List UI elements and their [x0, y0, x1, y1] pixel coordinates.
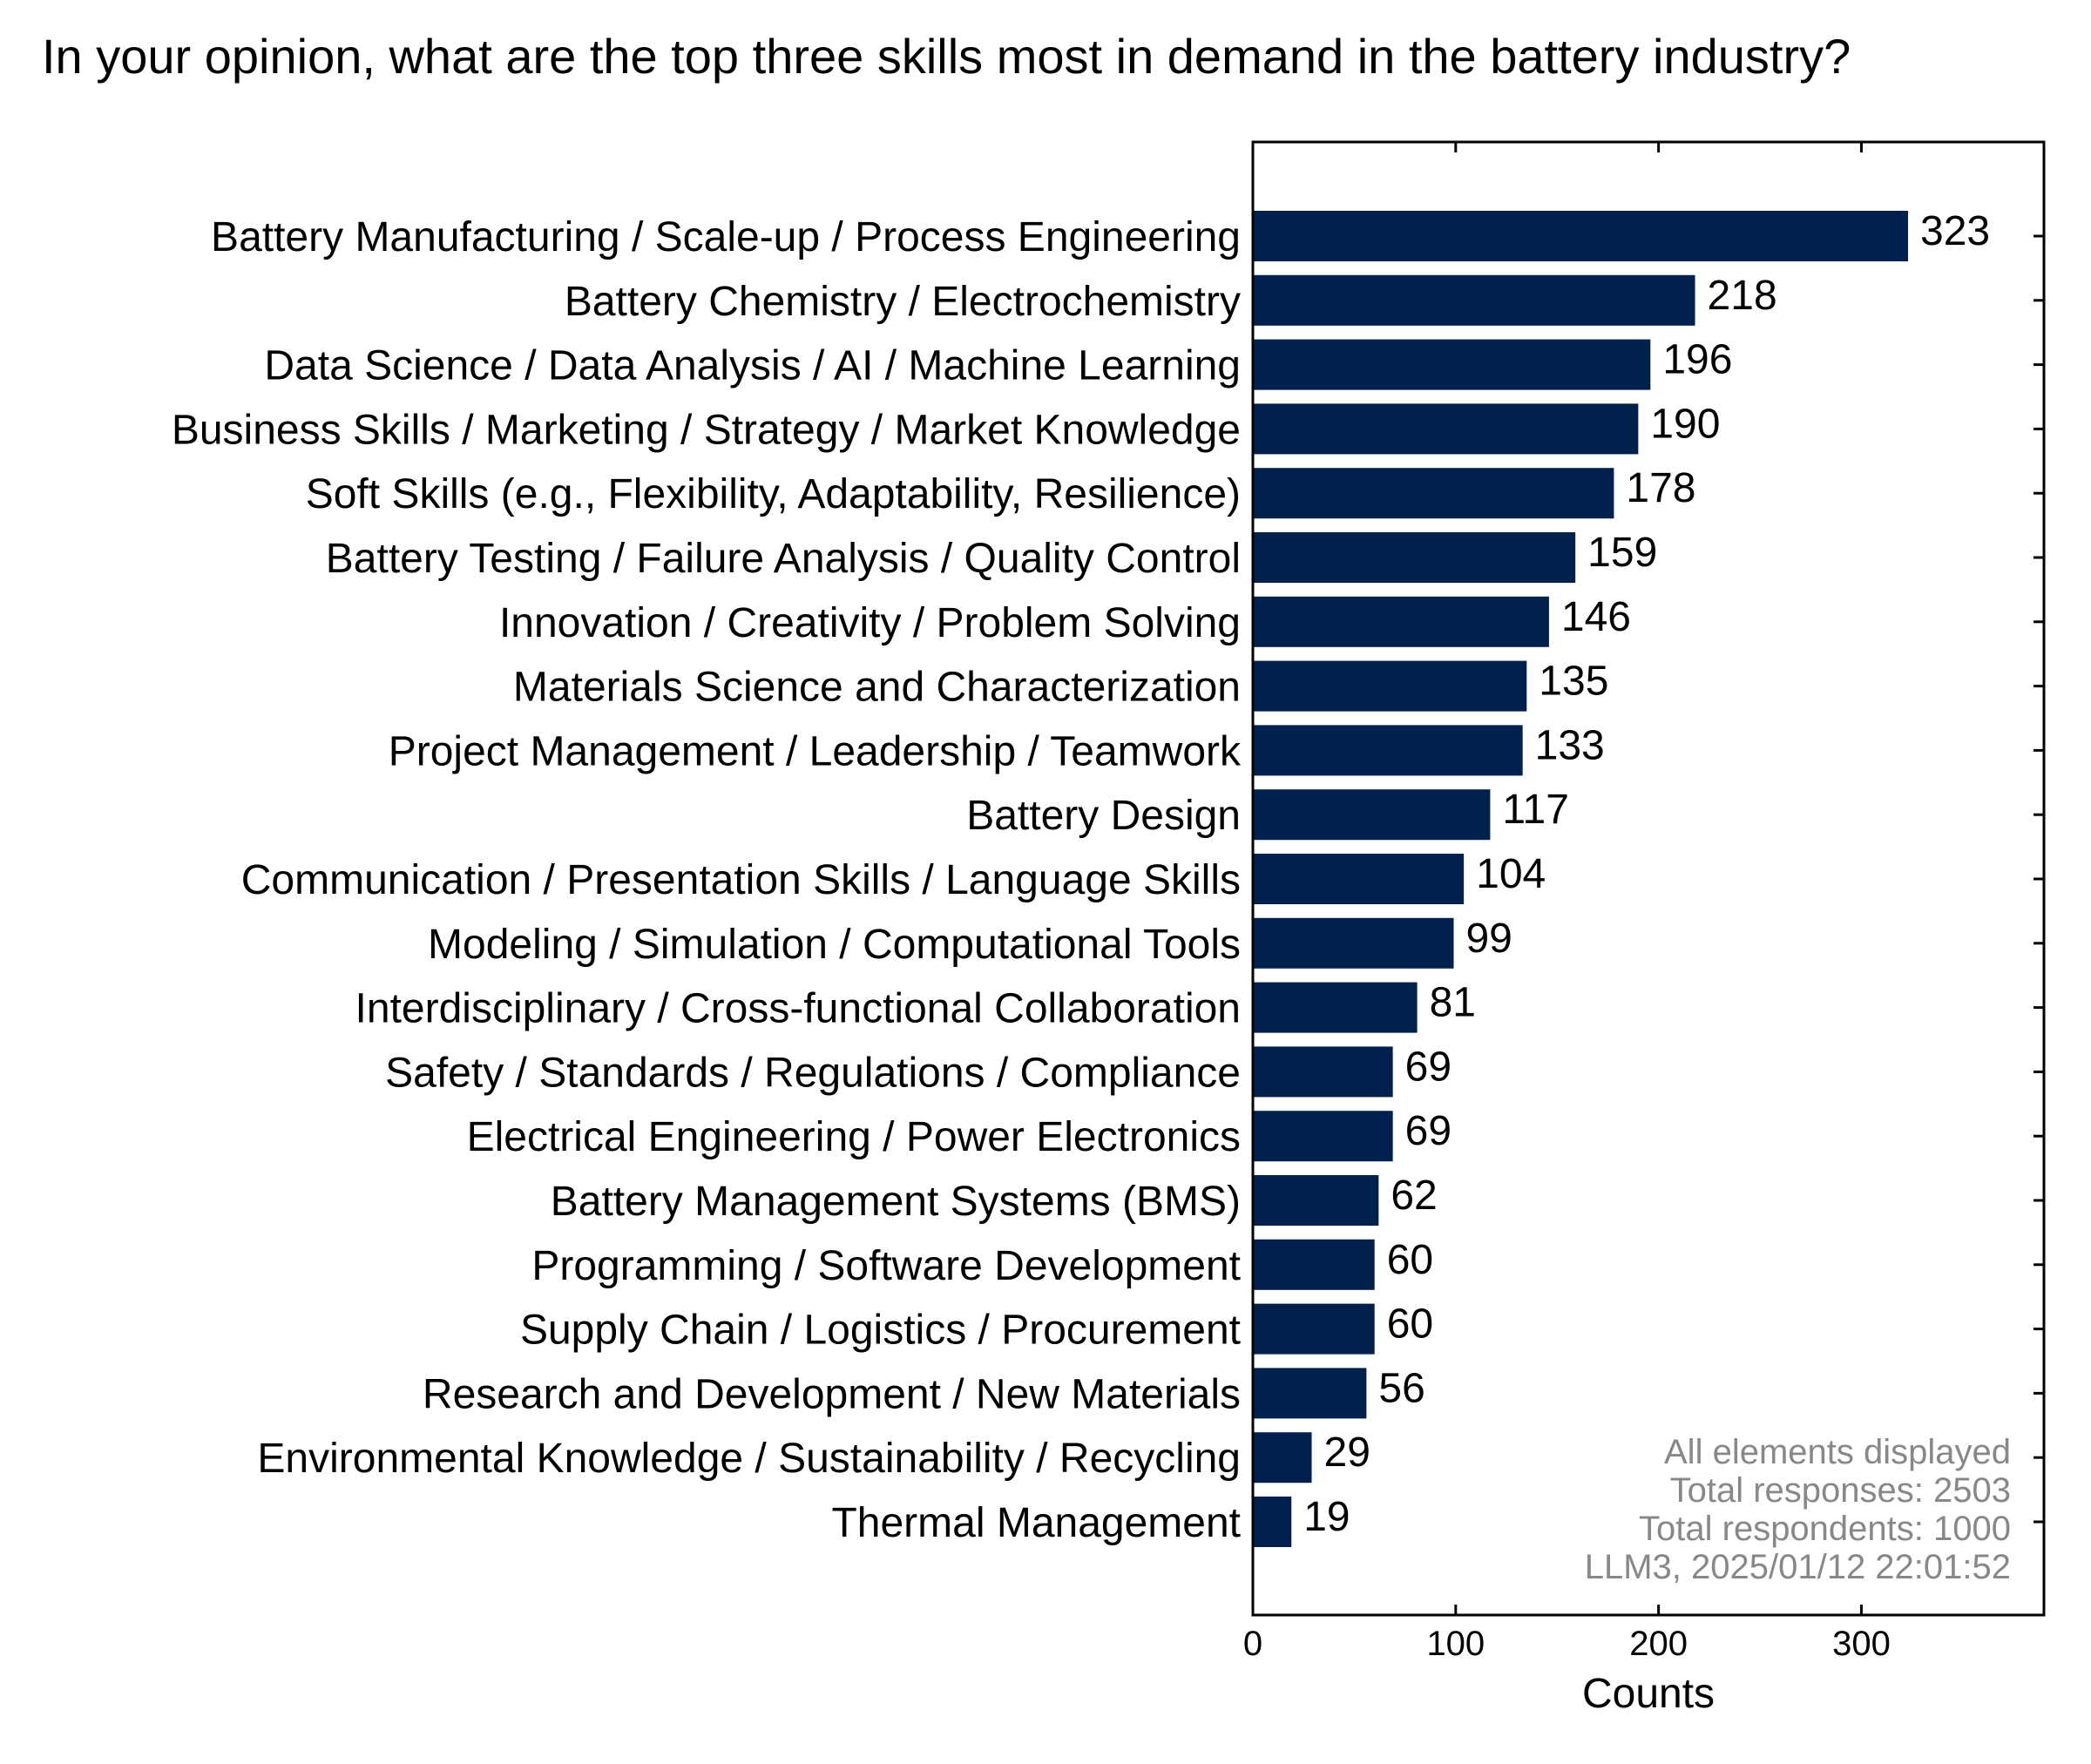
bar — [1253, 403, 1639, 455]
annotation-line: All elements displayed — [1664, 1433, 2011, 1471]
value-label: 146 — [1561, 594, 1631, 640]
annotation-line: Total responses: 2503 — [1670, 1471, 2011, 1510]
bar — [1253, 789, 1491, 841]
category-label: Electrical Engineering / Power Electroni… — [467, 1114, 1241, 1160]
bar — [1253, 1497, 1292, 1547]
bar — [1253, 274, 1695, 326]
value-label: 60 — [1387, 1237, 1433, 1283]
bar — [1253, 211, 1909, 261]
bar — [1253, 725, 1523, 776]
annotation-line: Total respondents: 1000 — [1639, 1510, 2011, 1548]
bar — [1253, 982, 1418, 1033]
x-tick-label: 100 — [1426, 1625, 1485, 1663]
value-label: 62 — [1391, 1173, 1437, 1219]
value-label: 117 — [1502, 787, 1569, 833]
bar — [1253, 854, 1465, 904]
value-labels-group: 323 218 196 190 178 159 146 135 133 117 104 99 81 69 6… — [1303, 208, 1990, 1540]
x-tick-label: 200 — [1629, 1625, 1688, 1663]
bar — [1253, 660, 1527, 712]
plot-frame — [1251, 140, 2046, 1617]
bar — [1253, 468, 1614, 519]
bar — [1253, 532, 1576, 583]
value-label: 159 — [1587, 530, 1657, 576]
value-label: 56 — [1378, 1365, 1424, 1411]
bar — [1253, 1175, 1379, 1226]
category-label: Innovation / Creativity / Problem Solvin… — [499, 600, 1241, 646]
category-label: Battery Management Systems (BMS) — [551, 1179, 1241, 1225]
category-label: Programming / Software Development — [531, 1243, 1241, 1289]
category-label: Environmental Knowledge / Sustainability… — [257, 1436, 1241, 1482]
x-tick-label: 300 — [1832, 1625, 1891, 1663]
bar — [1253, 596, 1549, 647]
bar — [1253, 917, 1454, 969]
category-label: Soft Skills (e.g., Flexibility, Adaptabi… — [306, 471, 1241, 517]
category-label: Data Science / Data Analysis / AI / Mach… — [264, 343, 1241, 389]
category-label: Business Skills / Marketing / Strategy /… — [172, 407, 1241, 453]
value-label: 104 — [1476, 851, 1546, 897]
x-axis-label: Counts — [1582, 1671, 1715, 1717]
x-tick-label: 0 — [1243, 1625, 1262, 1663]
category-label: Battery Chemistry / Electrochemistry — [565, 279, 1241, 325]
value-label: 69 — [1405, 1044, 1452, 1090]
category-label: Battery Testing / Failure Analysis / Qua… — [326, 536, 1241, 582]
category-label: Safety / Standards / Regulations / Compl… — [385, 1050, 1241, 1096]
bars-group — [1253, 211, 1909, 1547]
bar — [1253, 339, 1651, 390]
value-label: 60 — [1387, 1301, 1433, 1348]
value-label: 133 — [1535, 722, 1605, 768]
category-label: Research and Development / New Materials — [423, 1371, 1241, 1417]
category-label: Interdisciplinary / Cross-functional Col… — [355, 986, 1241, 1032]
annotation-line: LLM3, 2025/01/12 22:01:52 — [1585, 1548, 2011, 1586]
category-label: Modeling / Simulation / Computational To… — [428, 922, 1241, 968]
value-label: 29 — [1324, 1429, 1370, 1476]
category-label: Thermal Management — [831, 1500, 1241, 1546]
category-label: Communication / Presentation Skills / La… — [241, 857, 1241, 903]
value-label: 135 — [1539, 659, 1608, 705]
bar — [1253, 1046, 1393, 1098]
category-labels-group: Battery Manufacturing / Scale-up / Proce… — [172, 214, 1242, 1546]
value-label: 323 — [1920, 208, 1990, 254]
category-label: Materials Science and Characterization — [513, 665, 1241, 711]
value-label: 19 — [1303, 1494, 1350, 1540]
value-label: 69 — [1405, 1108, 1452, 1154]
category-label: Supply Chain / Logistics / Procurement — [520, 1308, 1241, 1354]
category-label: Battery Manufacturing / Scale-up / Proce… — [211, 214, 1241, 260]
value-label: 218 — [1708, 273, 1777, 319]
value-label: 178 — [1626, 465, 1695, 511]
bar — [1253, 1303, 1375, 1355]
bar — [1253, 1368, 1367, 1419]
bar — [1253, 1432, 1312, 1484]
value-label: 99 — [1465, 916, 1512, 962]
value-label: 81 — [1430, 980, 1476, 1026]
chart-title: In your opinion, what are the top three … — [42, 29, 1851, 84]
bar — [1253, 1239, 1375, 1290]
bar — [1253, 1111, 1393, 1162]
category-label: Project Management / Leadership / Teamwo… — [389, 728, 1242, 774]
category-label: Battery Design — [966, 793, 1241, 839]
value-label: 190 — [1650, 401, 1720, 447]
value-label: 196 — [1662, 337, 1732, 383]
